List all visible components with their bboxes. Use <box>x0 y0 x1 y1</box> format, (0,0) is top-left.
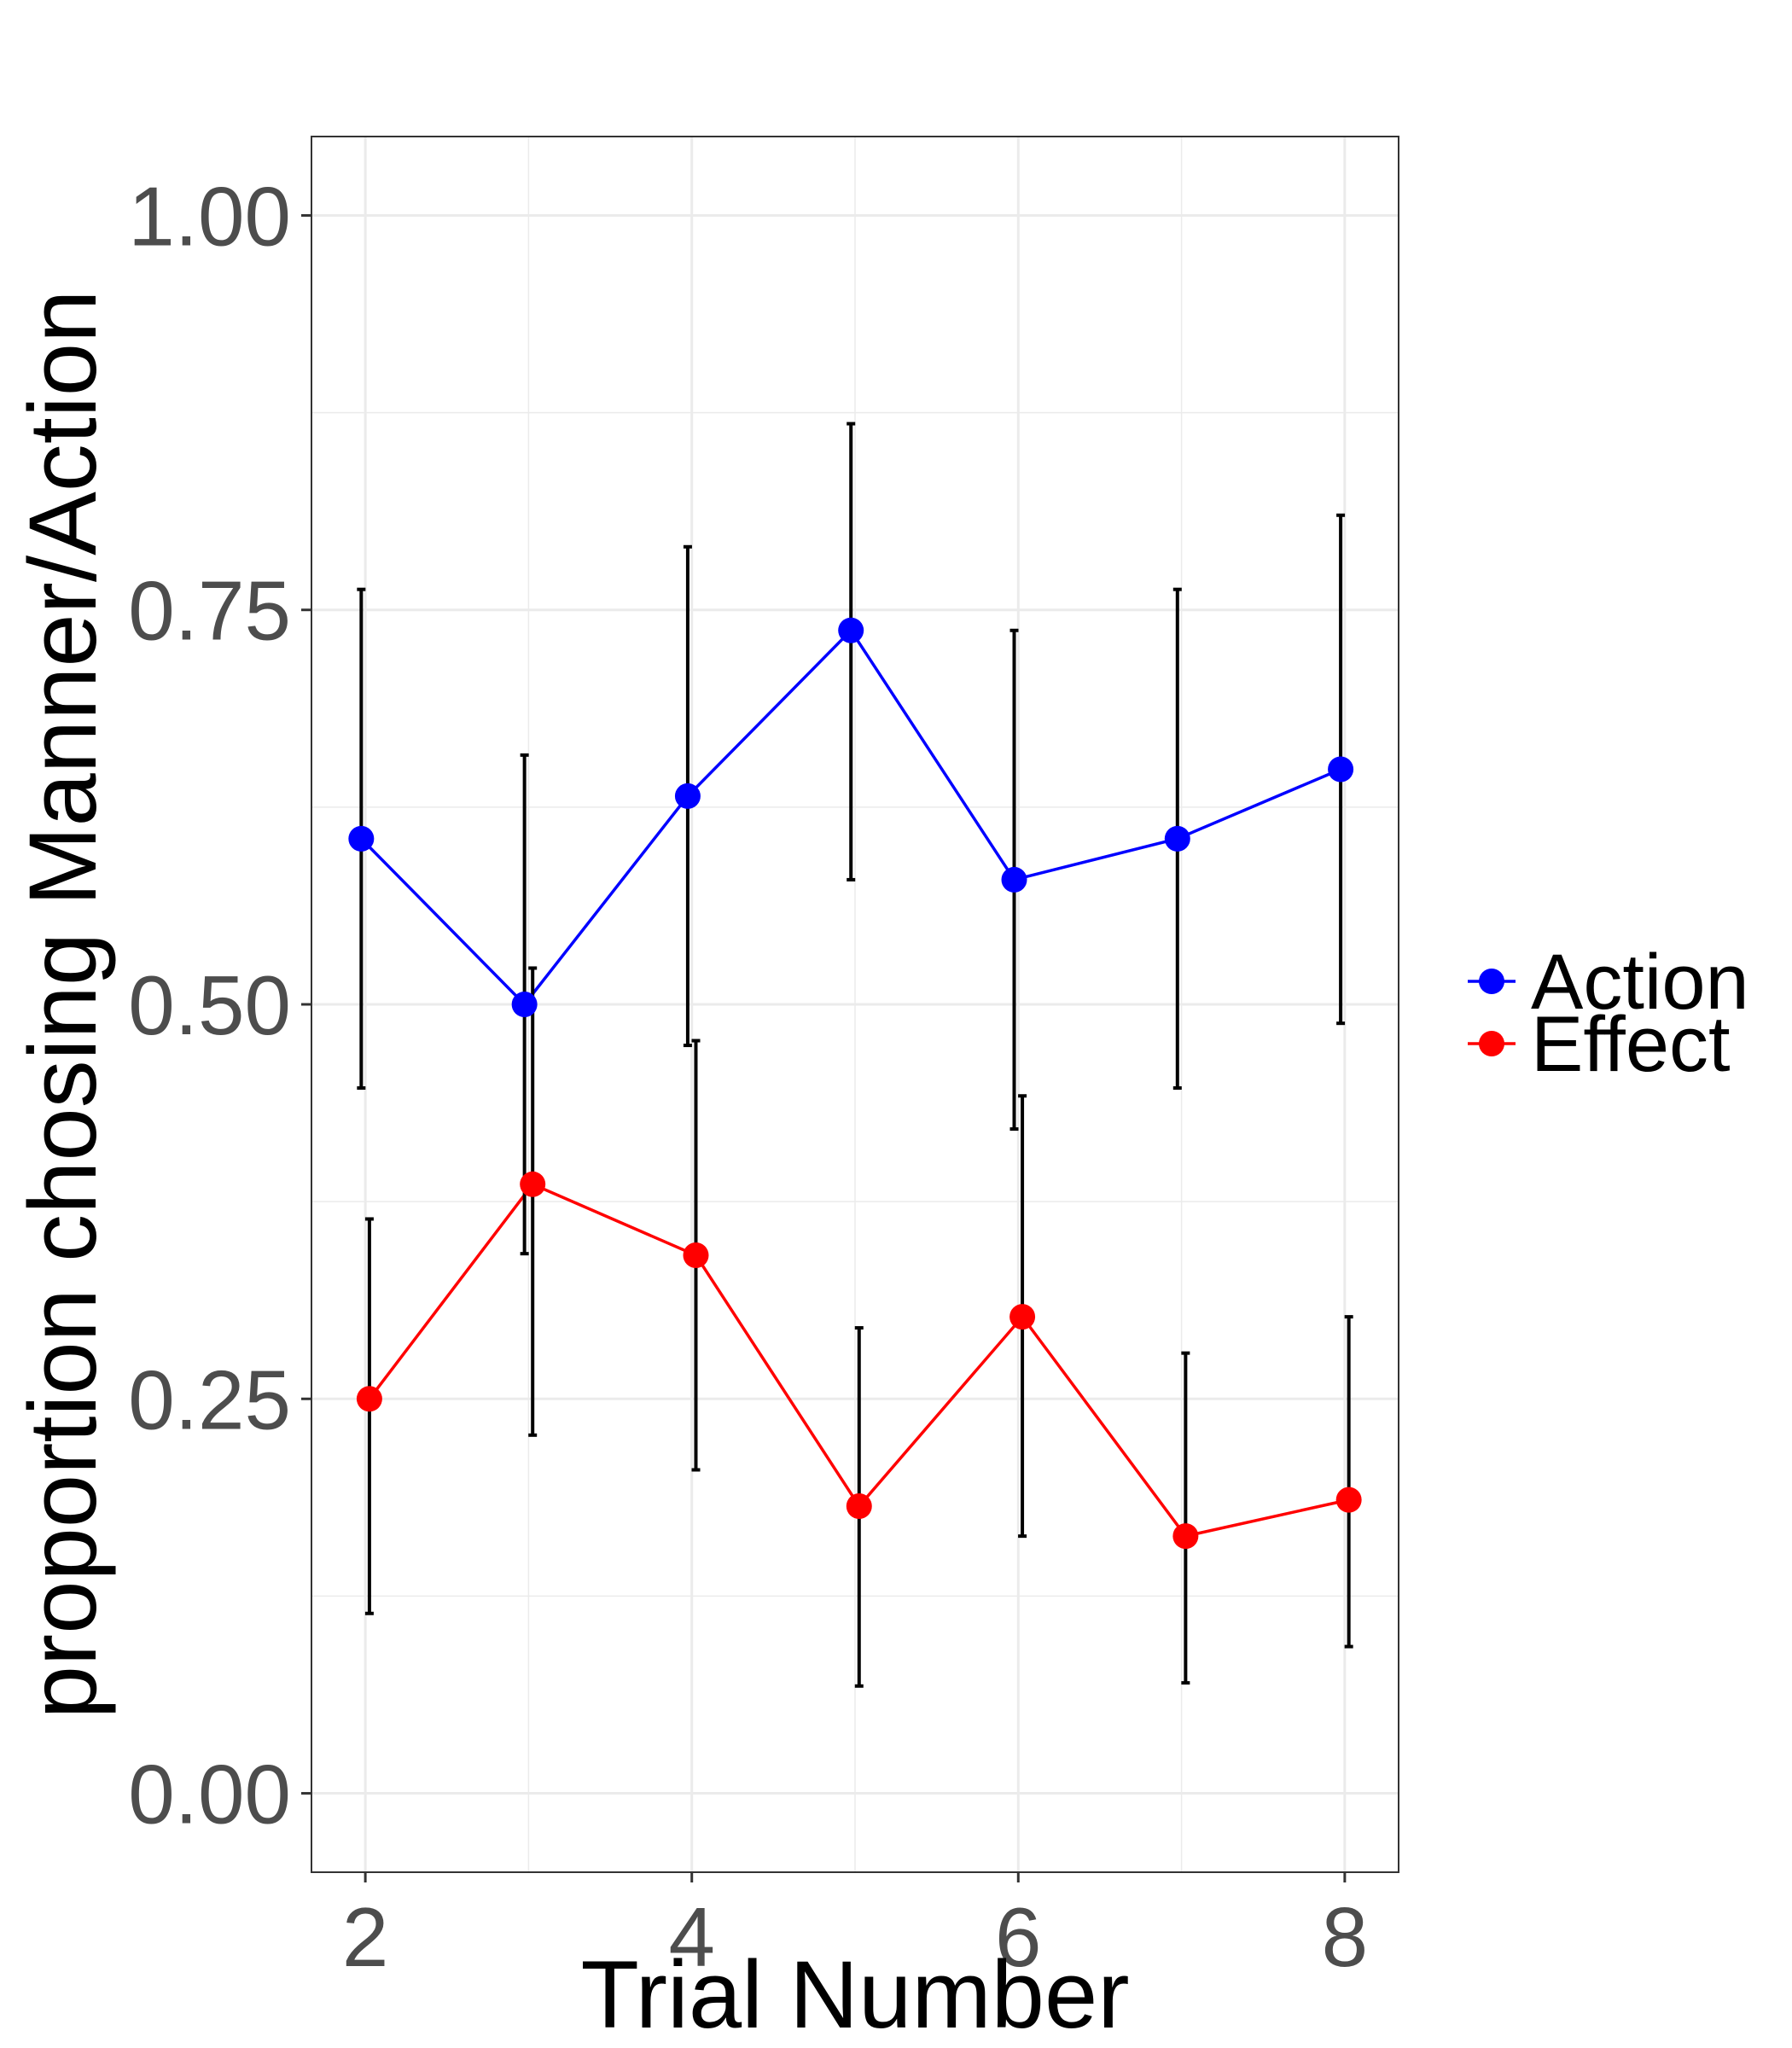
data-point-action <box>1001 866 1027 893</box>
data-point-effect <box>683 1242 709 1269</box>
data-point-effect <box>1172 1523 1199 1550</box>
x-axis-title: Trial Number <box>580 1941 1129 2048</box>
x-tick-label: 6 <box>995 1890 1042 1984</box>
data-point-action <box>838 617 864 643</box>
data-point-action <box>1328 756 1354 783</box>
y-tick-label: 0.50 <box>128 958 291 1052</box>
x-tick-label: 8 <box>1322 1890 1369 1984</box>
major-grid <box>311 137 1399 1872</box>
y-axis-title: proportion chosing Manner/Action <box>9 290 116 1719</box>
y-tick-label: 0.25 <box>128 1353 291 1446</box>
legend-label: Effect <box>1531 1001 1731 1088</box>
data-point-effect <box>356 1386 382 1412</box>
data-point-effect <box>1335 1487 1362 1513</box>
axis-ticks: 0.00 0.25 0.50 0.75 1.00 2 4 6 8 <box>128 169 1368 1984</box>
y-tick-label: 0.75 <box>128 564 291 658</box>
data-point-action <box>348 825 375 852</box>
data-point-effect <box>846 1493 872 1520</box>
y-tick-label: 0.00 <box>128 1748 291 1841</box>
data-point-action <box>674 783 701 809</box>
legend-key-point <box>1479 969 1504 994</box>
legend-key-point <box>1479 1031 1504 1056</box>
y-tick-label: 1.00 <box>128 169 291 263</box>
data-point-action <box>511 992 538 1017</box>
data-point-action <box>1164 825 1190 852</box>
x-tick-label: 2 <box>342 1890 389 1984</box>
data-point-effect <box>1009 1304 1036 1330</box>
series-layer <box>348 422 1362 1688</box>
legend-label: Action <box>1531 939 1749 1026</box>
x-tick-label: 4 <box>668 1890 715 1984</box>
data-point-effect <box>520 1171 546 1197</box>
